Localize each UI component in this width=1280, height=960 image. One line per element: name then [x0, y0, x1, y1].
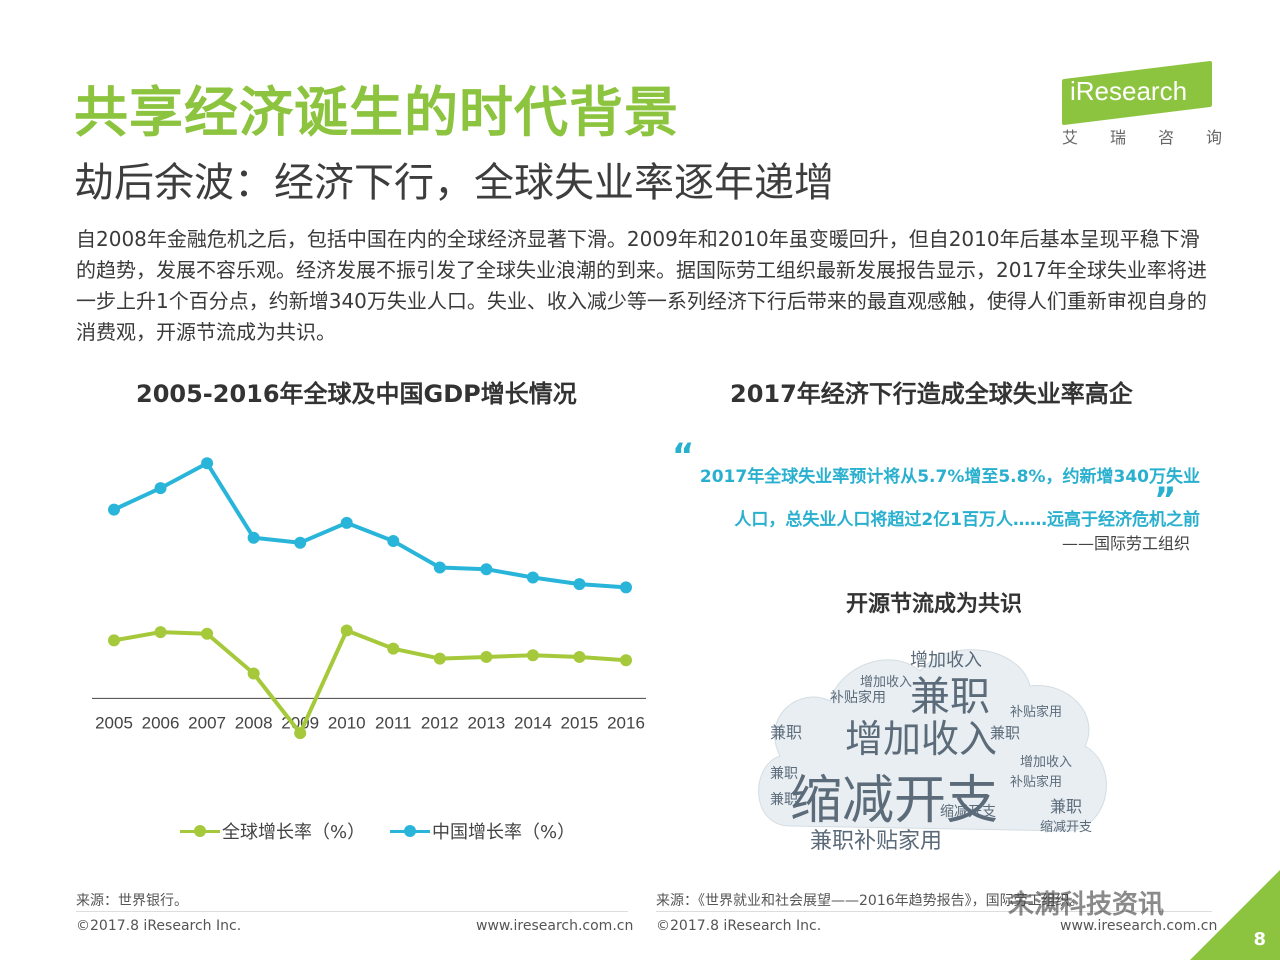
cloud-word: 增加收入	[845, 717, 997, 761]
legend-global: 全球增长率（%）	[180, 818, 365, 844]
logo-chinese: 艾 瑞 咨 询	[1062, 124, 1222, 148]
global-growth-point	[526, 649, 539, 662]
x-tick-label: 2016	[607, 713, 645, 732]
page-corner	[1190, 870, 1280, 960]
x-tick-label: 2012	[421, 713, 459, 732]
cloud-word: 兼职	[990, 724, 1020, 742]
china-growth-line	[113, 461, 627, 590]
china-growth-point	[387, 535, 400, 548]
logo-char: 询	[1205, 128, 1222, 147]
copyright-right: ©2017.8 iResearch Inc.	[656, 918, 822, 934]
cloud-word: 兼职补贴家用	[810, 829, 942, 854]
quote-line: 人口，总失业人口将超过2亿1百万人……远高于经济危机之前	[734, 510, 1200, 530]
cloud-word: 缩减开支	[940, 804, 996, 820]
global-growth-point	[433, 652, 446, 665]
x-tick-label: 2005	[95, 713, 133, 732]
china-growth-point	[201, 457, 214, 470]
cloud-word: 兼职	[770, 723, 802, 742]
page-number: 8	[1253, 929, 1266, 950]
cloud-word: 增加收入	[910, 650, 982, 671]
x-tick-label: 2010	[328, 713, 366, 732]
cloud-word: 补贴家用	[830, 689, 886, 706]
cloud-word: 兼职	[770, 792, 798, 808]
legend-china-marker	[390, 824, 430, 838]
china-growth-point	[294, 536, 307, 549]
global-growth-point	[387, 642, 400, 655]
x-tick-label: 2008	[235, 713, 273, 732]
footer-divider	[656, 911, 1212, 912]
footer-divider	[76, 911, 628, 912]
url-right[interactable]: www.iresearch.com.cn	[1060, 918, 1218, 934]
china-growth-point	[154, 482, 167, 495]
source-left: 来源：世界银行。	[76, 893, 188, 909]
china-growth-point	[108, 503, 120, 516]
quote-attribution: ——国际劳工组织	[1061, 534, 1190, 553]
x-tick-label: 2007	[188, 713, 226, 732]
gdp-line-chart: 2005 2006 2007 2008 2009 2010 2011 2012 2013 2014…	[92, 457, 646, 740]
logo-char: 瑞	[1109, 128, 1126, 147]
x-tick-label: 2014	[514, 713, 552, 732]
cloud-shape	[758, 649, 1107, 832]
close-quote-icon: ”	[1154, 480, 1177, 520]
china-growth-point	[340, 516, 353, 529]
cloud-word: 补贴家用	[1010, 774, 1062, 790]
quote-text: 2017年全球失业率预计将从5.7%增至5.8%，约新增340万失业 人口，总失…	[654, 456, 1200, 542]
legend-global-marker	[180, 824, 220, 838]
x-tick-label: 2013	[467, 713, 505, 732]
legend-china-label: 中国增长率（%）	[432, 822, 576, 843]
quote-line: 2017年全球失业率预计将从5.7%增至5.8%，约新增340万失业	[699, 467, 1200, 487]
cloud-word: 缩减开支	[1040, 819, 1092, 835]
x-tick-label: 2011	[375, 713, 412, 732]
china-growth-point	[247, 531, 260, 544]
global-growth-point	[294, 727, 307, 740]
global-growth-point	[201, 627, 214, 640]
cloud-word: 补贴家用	[1010, 704, 1062, 720]
cloud-word: 增加收入	[860, 675, 912, 690]
china-growth-point	[526, 571, 539, 584]
logo-char: 咨	[1157, 128, 1174, 147]
word-cloud: 增加收入兼职增加收入缩减开支兼职补贴家用缩减开支兼职补贴家用兼职补贴家用兼职增加…	[758, 649, 1107, 854]
url-left[interactable]: www.iresearch.com.cn	[476, 918, 634, 934]
global-growth-point	[154, 626, 167, 639]
logo-char: 艾	[1062, 128, 1079, 147]
global-growth-line	[113, 628, 627, 736]
word-cloud-title: 开源节流成为共识	[846, 592, 1023, 617]
page-subtitle: 劫后余波：经济下行，全球失业率逐年递增	[74, 160, 834, 206]
global-growth-point	[108, 634, 120, 647]
x-tick-label: 2006	[142, 713, 180, 732]
china-growth-point	[573, 578, 586, 591]
global-growth-point	[573, 650, 586, 663]
legend-global-label: 全球增长率（%）	[222, 822, 366, 843]
x-tick-label: 2015	[561, 713, 599, 732]
cloud-word: 缩减开支	[790, 771, 998, 831]
legend-china: 中国增长率（%）	[390, 818, 575, 844]
cloud-word: 兼职	[1050, 797, 1082, 816]
global-growth-point	[480, 650, 493, 663]
cloud-word: 兼职	[910, 674, 990, 720]
open-quote-icon: “	[672, 436, 695, 476]
page-title: 共享经济诞生的时代背景	[74, 81, 679, 144]
iresearch-logo: iResearch 艾 瑞 咨 询	[1052, 60, 1222, 154]
global-growth-point	[340, 624, 353, 637]
gdp-chart-title: 2005-2016年全球及中国GDP增长情况	[136, 380, 577, 408]
copyright-left: ©2017.8 iResearch Inc.	[76, 918, 242, 934]
global-growth-point	[620, 654, 632, 667]
unemployment-title: 2017年经济下行造成全球失业率高企	[730, 380, 1133, 408]
watermark: 未满科技资讯	[1008, 890, 1165, 920]
china-growth-point	[433, 561, 446, 574]
logo-brand: iResearch	[1070, 76, 1188, 106]
cloud-word: 兼职	[770, 766, 798, 782]
source-right: 来源：《世界就业和社会展望——2016年趋势报告》，国际劳工组织。	[656, 893, 1084, 909]
global-growth-point	[247, 667, 260, 680]
intro-paragraph: 自2008年金融危机之后，包括中国在内的全球经济显著下滑。2009年和2010年…	[76, 227, 1207, 344]
china-growth-point	[620, 581, 632, 594]
cloud-word: 增加收入	[1020, 755, 1072, 770]
china-growth-point	[480, 563, 493, 576]
